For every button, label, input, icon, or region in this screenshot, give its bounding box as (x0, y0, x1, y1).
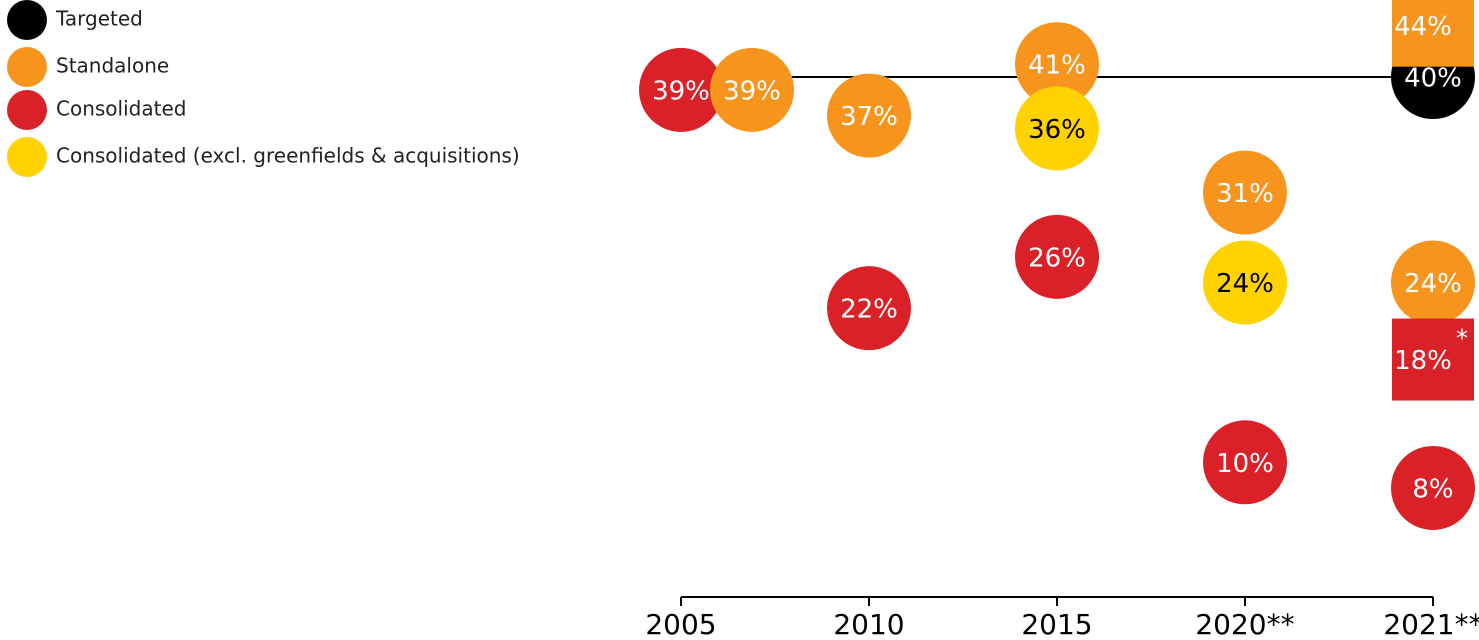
bubble-label: 10% (1216, 449, 1274, 479)
bubble (1391, 240, 1475, 325)
bubble-label: 8% (1412, 474, 1453, 504)
bubble-label: 26% (1028, 243, 1086, 273)
legend-label: Consolidated (56, 97, 186, 121)
box-label: 18% (1394, 346, 1452, 376)
bubble (639, 47, 723, 132)
bubble-label: 37% (840, 102, 898, 132)
legend-swatch (7, 90, 47, 130)
bubble-label: 39% (723, 76, 781, 106)
bubble (1015, 22, 1099, 107)
box-label: 44% (1394, 12, 1452, 42)
bubble (1015, 86, 1099, 171)
x-tick-label: 2021** (1383, 608, 1479, 640)
x-tick-label: 2005 (645, 608, 716, 640)
legend-label: Targeted (55, 7, 143, 31)
bubble (710, 47, 794, 132)
bubble-label: 40% (1404, 64, 1462, 94)
x-tick-label: 2015 (1021, 608, 1092, 640)
bubble-label: 24% (1404, 269, 1462, 299)
bubble (827, 73, 911, 158)
bubble (1203, 420, 1287, 505)
bubble (1203, 240, 1287, 325)
box-mark (1392, 318, 1474, 401)
bubble (827, 266, 911, 351)
bubble (1015, 214, 1099, 299)
bubble-label: 39% (652, 76, 710, 106)
bubble-label: 31% (1216, 179, 1274, 209)
legend-label: Consolidated (excl. greenfields & acquis… (56, 144, 520, 168)
legend-swatch (7, 47, 47, 87)
legend-swatch (7, 137, 47, 177)
bubble-label: 36% (1028, 115, 1086, 145)
legend-swatch (7, 0, 47, 40)
bubble-label: 22% (840, 295, 898, 325)
bubble (1391, 445, 1475, 530)
bubble (1203, 150, 1287, 235)
x-tick-label: 2010 (833, 608, 904, 640)
legend-label: Standalone (56, 54, 169, 78)
bubble-label: 24% (1216, 269, 1274, 299)
box-note: * (1456, 325, 1468, 353)
bubble-label: 41% (1028, 51, 1086, 81)
box-mark (1392, 0, 1474, 67)
x-tick-label: 2020** (1195, 608, 1294, 640)
